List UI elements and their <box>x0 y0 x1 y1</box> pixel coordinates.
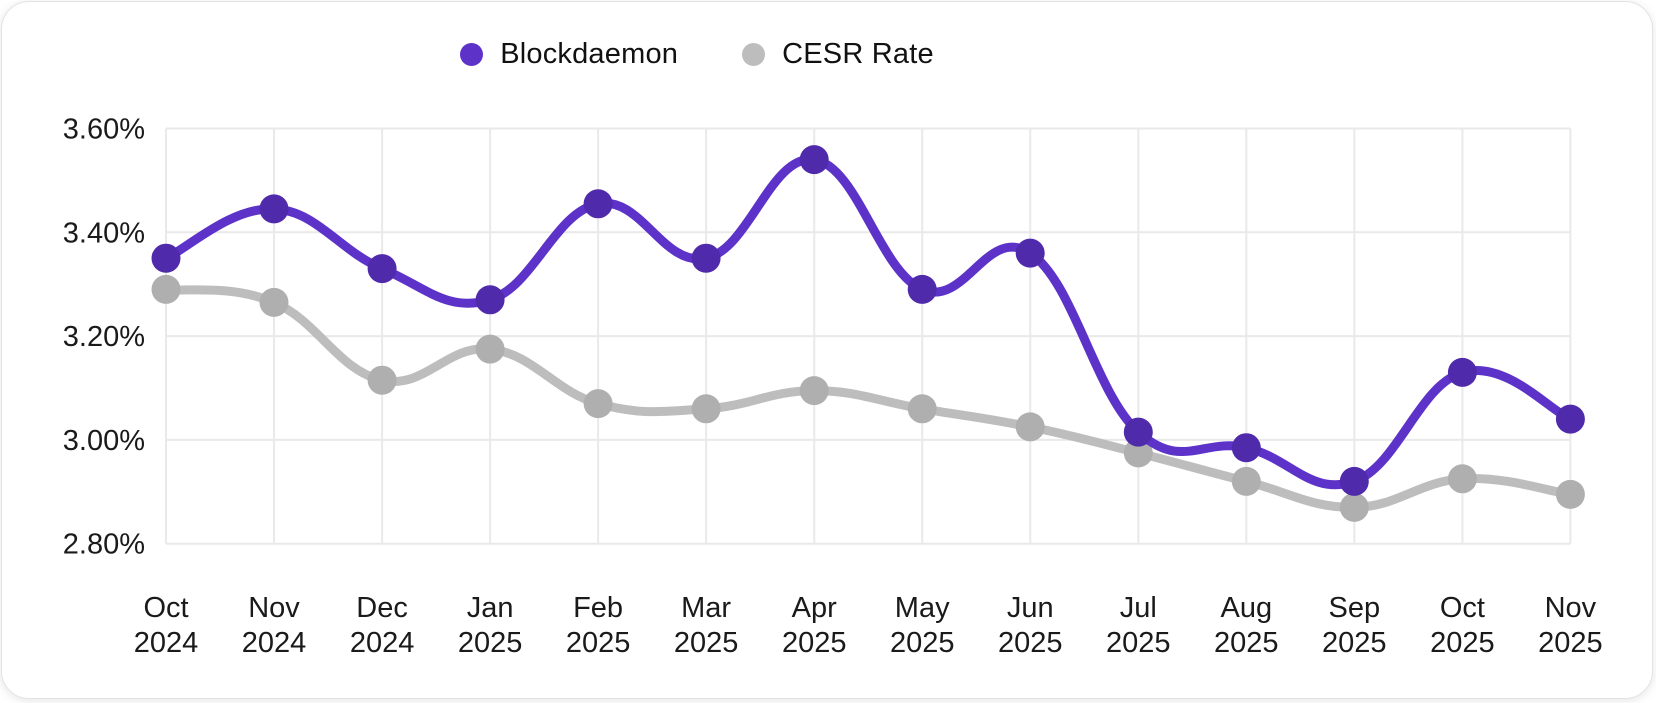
data-point-cesr-rate[interactable] <box>151 274 181 304</box>
x-axis-tick-label: Feb 2025 <box>566 592 631 659</box>
data-point-cesr-rate[interactable] <box>583 389 613 419</box>
x-axis-tick-label: Nov 2025 <box>1538 592 1603 659</box>
data-point-cesr-rate[interactable] <box>799 376 829 406</box>
x-axis-tick-label: Jan 2025 <box>458 592 523 659</box>
x-axis-tick-label: Mar 2025 <box>674 592 739 659</box>
data-point-blockdaemon[interactable] <box>1015 238 1045 268</box>
x-axis-tick-label: Jul 2025 <box>1106 592 1171 659</box>
y-axis-tick-label: 3.20% <box>63 321 145 353</box>
data-point-cesr-rate[interactable] <box>1447 464 1477 494</box>
x-axis-tick-label: Oct 2024 <box>134 592 199 659</box>
data-point-blockdaemon[interactable] <box>259 194 289 224</box>
data-point-cesr-rate[interactable] <box>1123 438 1153 468</box>
data-point-blockdaemon[interactable] <box>583 189 613 219</box>
data-point-blockdaemon[interactable] <box>151 243 181 273</box>
y-axis-tick-label: 3.00% <box>63 425 145 457</box>
x-axis-tick-label: Nov 2024 <box>242 592 307 659</box>
chart-legend: Blockdaemon CESR Rate <box>2 38 1522 71</box>
x-axis-tick-label: Dec 2024 <box>350 592 415 659</box>
data-point-cesr-rate[interactable] <box>1015 412 1045 442</box>
series-line-blockdaemon <box>161 155 1575 490</box>
data-point-cesr-rate[interactable] <box>475 334 505 364</box>
x-axis-tick-label: Sep 2025 <box>1322 592 1387 659</box>
data-point-cesr-rate[interactable] <box>691 394 721 424</box>
legend-item-blockdaemon[interactable]: Blockdaemon <box>460 38 678 71</box>
x-axis-tick-label: May 2025 <box>890 592 955 659</box>
legend-label-blockdaemon: Blockdaemon <box>500 38 679 70</box>
data-point-blockdaemon[interactable] <box>367 254 397 284</box>
data-point-blockdaemon[interactable] <box>1555 404 1585 434</box>
x-axis-tick-label: Oct 2025 <box>1430 592 1495 659</box>
data-point-blockdaemon[interactable] <box>1339 466 1369 496</box>
data-point-cesr-rate[interactable] <box>1339 492 1369 522</box>
data-point-blockdaemon[interactable] <box>1447 357 1477 387</box>
legend-item-cesr-rate[interactable]: CESR Rate <box>742 38 934 71</box>
data-point-blockdaemon[interactable] <box>691 243 721 273</box>
x-axis-tick-label: Jun 2025 <box>998 592 1063 659</box>
y-axis-tick-label: 3.40% <box>63 217 145 249</box>
legend-label-cesr-rate: CESR Rate <box>782 38 934 70</box>
y-axis-tick-label: 2.80% <box>63 529 145 561</box>
data-point-cesr-rate[interactable] <box>907 394 937 424</box>
data-point-cesr-rate[interactable] <box>1231 466 1261 496</box>
blockdaemon-legend-dot-icon <box>460 43 484 66</box>
cesr-rate-legend-dot-icon <box>742 43 766 66</box>
x-axis-tick-label: Apr 2025 <box>782 592 847 659</box>
data-point-cesr-rate[interactable] <box>1555 479 1585 509</box>
x-axis-tick-label: Aug 2025 <box>1214 592 1279 659</box>
data-point-cesr-rate[interactable] <box>259 287 289 317</box>
data-point-blockdaemon[interactable] <box>907 274 937 304</box>
data-point-cesr-rate[interactable] <box>367 365 397 395</box>
y-axis-tick-label: 3.60% <box>63 114 145 146</box>
data-point-blockdaemon[interactable] <box>475 285 505 315</box>
data-point-blockdaemon[interactable] <box>1231 433 1261 463</box>
data-point-blockdaemon[interactable] <box>1123 417 1153 447</box>
data-point-blockdaemon[interactable] <box>799 145 829 175</box>
